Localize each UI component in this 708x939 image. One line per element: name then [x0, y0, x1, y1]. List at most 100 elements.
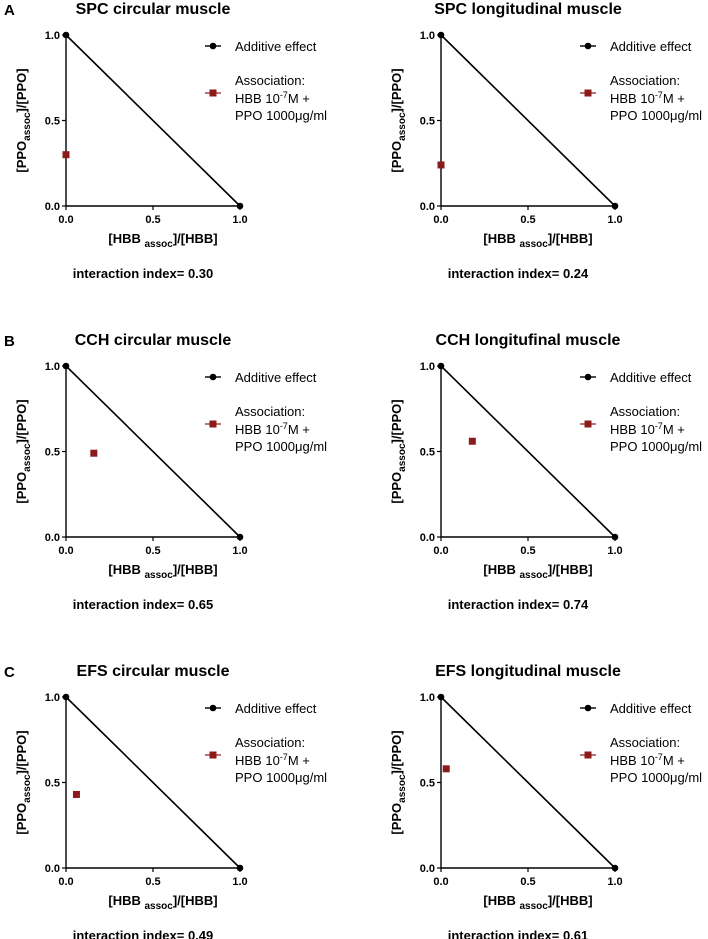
x-axis-label-sub: assoc	[519, 901, 548, 912]
y-tick-label: 0.5	[420, 778, 435, 790]
y-tick-label: 0.0	[45, 532, 60, 544]
additive-endpoint	[611, 202, 619, 210]
legend-additive-marker	[584, 373, 592, 381]
legend-assoc-title: Association:	[610, 735, 680, 750]
y-tick-label: 1.0	[45, 30, 60, 42]
x-tick-label: 0.5	[145, 214, 160, 226]
y-axis-label: [PPOassoc]/[PPO]	[14, 399, 33, 503]
chart-title: CCH longitufinal muscle	[436, 332, 621, 349]
legend-assoc-dose-hbb: HBB 10-7M +	[235, 90, 310, 106]
x-axis-label-main: [HBB	[483, 562, 519, 577]
association-point	[72, 790, 80, 798]
x-axis-label-main: [HBB	[108, 231, 144, 246]
additive-line	[65, 34, 241, 207]
legend-assoc-marker	[209, 89, 217, 97]
y-axis-label: [PPOassoc]/[PPO]	[389, 399, 408, 503]
x-tick-label: 0.0	[58, 876, 73, 888]
y-tick-label: 0.5	[420, 447, 435, 459]
additive-line	[440, 696, 616, 869]
y-tick-label: 1.0	[45, 361, 60, 373]
chart-panel: B CCH circular muscle 0.00.0 0.5 0.5 1.0 1.0 [H…	[4, 332, 327, 612]
legend-additive-marker	[209, 42, 217, 50]
additive-endpoint	[611, 864, 619, 872]
legend-assoc-sup: -7	[280, 752, 288, 762]
legend-assoc-marker	[209, 420, 217, 428]
y-axis-label-tail: ]/[PPO]	[389, 730, 404, 774]
y-tick-label: 0.0	[45, 201, 60, 213]
legend-assoc-title: Association:	[235, 73, 305, 88]
legend-assoc-sup: -7	[280, 90, 288, 100]
chart-title: EFS longitudinal muscle	[435, 663, 621, 680]
legend-assoc-title: Association:	[235, 404, 305, 419]
legend-additive-marker	[584, 42, 592, 50]
legend-assoc-unit: M +	[288, 422, 310, 437]
association-point	[468, 437, 476, 445]
legend-assoc-unit: M +	[288, 91, 310, 106]
legend-additive-label: Additive effect	[610, 370, 692, 385]
y-tick-label: 0.5	[45, 447, 60, 459]
panel-letter: A	[4, 2, 15, 19]
chart-panel: CCH longitufinal muscle 0.00.0 0.5 0.5 1.0 1.…	[389, 332, 702, 612]
legend-additive-label: Additive effect	[235, 701, 317, 716]
legend-additive-label: Additive effect	[235, 370, 317, 385]
x-tick-label: 0.0	[433, 214, 448, 226]
legend-assoc-marker	[584, 89, 592, 97]
x-axis-label-tail: ]/[HBB]	[548, 893, 593, 908]
x-tick-label: 0.5	[145, 545, 160, 557]
y-tick-label: 0.0	[420, 201, 435, 213]
x-axis-label-main: [HBB	[483, 231, 519, 246]
legend-assoc-dose-ppo: PPO 1000μg/ml	[610, 108, 702, 123]
y-axis-label-sub: assoc	[397, 774, 408, 803]
legend-assoc-dose-ppo: PPO 1000μg/ml	[235, 770, 327, 785]
y-axis-label: [PPOassoc]/[PPO]	[389, 68, 408, 172]
additive-endpoint	[62, 693, 70, 701]
y-axis-label-tail: ]/[PPO]	[14, 68, 29, 112]
y-tick-label: 1.0	[420, 692, 435, 704]
x-tick-label: 0.0	[433, 876, 448, 888]
legend-assoc-unit: M +	[663, 91, 685, 106]
x-tick-label: 1.0	[607, 545, 622, 557]
y-axis-label-tail: ]/[PPO]	[389, 399, 404, 443]
x-tick-label: 0.5	[520, 876, 535, 888]
association-point	[437, 161, 445, 169]
legend-assoc-dose-ppo: PPO 1000μg/ml	[610, 770, 702, 785]
chart-panel: C EFS circular muscle 0.00.0 0.5 0.5 1.0 1.0 [H…	[4, 663, 327, 939]
x-axis-label-tail: ]/[HBB]	[173, 562, 218, 577]
additive-endpoint	[437, 693, 445, 701]
y-axis-label-tail: ]/[PPO]	[14, 730, 29, 774]
y-axis-label-main: [PPO	[14, 472, 29, 504]
panel-letter: B	[4, 333, 15, 350]
additive-endpoint	[236, 202, 244, 210]
x-tick-label: 0.5	[520, 545, 535, 557]
y-axis-label-main: [PPO	[389, 141, 404, 173]
additive-endpoint	[611, 533, 619, 541]
x-tick-label: 1.0	[607, 214, 622, 226]
legend-assoc-sup: -7	[655, 90, 663, 100]
legend-assoc-dose-ppo: PPO 1000μg/ml	[235, 108, 327, 123]
chart-panel: A SPC circular muscle 0.00.0 0.5 0.5 1.0 1.0 [H…	[4, 1, 327, 281]
legend-additive-label: Additive effect	[235, 39, 317, 54]
legend-assoc-hbb: HBB 10	[610, 753, 655, 768]
x-axis-label-tail: ]/[HBB]	[548, 231, 593, 246]
interaction-index: interaction index= 0.65	[73, 597, 214, 612]
x-axis-label-tail: ]/[HBB]	[173, 231, 218, 246]
additive-line	[440, 34, 616, 207]
legend-assoc-hbb: HBB 10	[610, 422, 655, 437]
legend-assoc-title: Association:	[235, 735, 305, 750]
y-axis-label-sub: assoc	[22, 774, 33, 803]
legend-assoc-dose-hbb: HBB 10-7M +	[235, 421, 310, 437]
x-tick-label: 1.0	[232, 876, 247, 888]
y-tick-label: 1.0	[420, 30, 435, 42]
x-axis-label-tail: ]/[HBB]	[173, 893, 218, 908]
legend-assoc-sup: -7	[655, 752, 663, 762]
x-axis-label-main: [HBB	[108, 562, 144, 577]
legend-assoc-unit: M +	[288, 753, 310, 768]
y-axis-label-tail: ]/[PPO]	[14, 399, 29, 443]
interaction-index: interaction index= 0.49	[73, 928, 214, 939]
x-axis-label-main: [HBB	[108, 893, 144, 908]
legend-assoc-marker	[584, 751, 592, 759]
x-axis-label-sub: assoc	[144, 901, 173, 912]
legend-assoc-dose-ppo: PPO 1000μg/ml	[610, 439, 702, 454]
y-tick-label: 0.0	[45, 863, 60, 875]
legend-assoc-sup: -7	[280, 421, 288, 431]
